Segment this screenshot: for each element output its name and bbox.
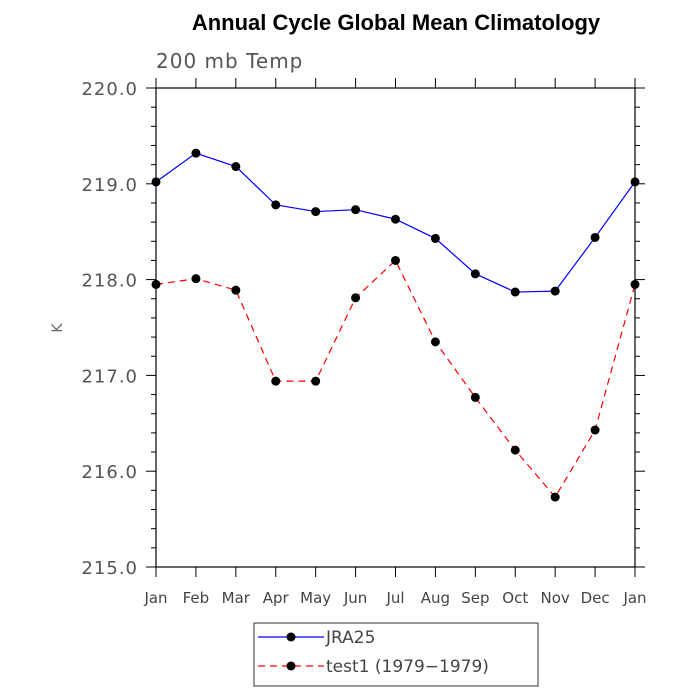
data-point-series-1: [231, 285, 241, 295]
legend-box: [253, 622, 539, 687]
data-point-series-1: [430, 337, 440, 347]
x-tick-label: Apr: [263, 589, 290, 607]
legend-label-jra25: JRA25: [325, 628, 375, 648]
data-point-series-1: [550, 492, 560, 502]
x-tick-label: Feb: [183, 589, 210, 607]
series-line-1: [155, 259, 636, 499]
data-point-series-1: [311, 376, 321, 386]
data-point-series-0: [391, 214, 400, 224]
data-point-series-1: [271, 376, 281, 386]
data-point-series-0: [311, 207, 321, 217]
data-point-series-0: [351, 205, 361, 215]
y-tick-label: 216.0: [81, 462, 138, 483]
data-point-series-1: [590, 425, 600, 435]
data-point-series-0: [271, 200, 281, 210]
x-tick-label: Jul: [385, 589, 404, 607]
x-tick-label: Jun: [343, 589, 367, 607]
x-tick-label: Dec: [581, 589, 610, 607]
x-tick-label: Nov: [541, 589, 570, 607]
chart-subtitle: 200 mb Temp: [156, 49, 303, 73]
y-axis-ticks: 215.0 216.0 217.0 218.0 219.0 220.0: [81, 79, 645, 579]
data-point-series-0: [550, 286, 560, 296]
legend-marker-jra25: [286, 632, 296, 642]
x-tick-label: Sep: [461, 589, 489, 607]
data-point-series-0: [510, 287, 520, 297]
data-point-series-1: [351, 293, 361, 303]
data-point-series-0: [151, 177, 161, 187]
plot-frame: [155, 87, 636, 568]
legend-marker-test1: [286, 661, 296, 671]
data-point-series-0: [191, 148, 201, 158]
y-axis-label: K: [50, 323, 66, 333]
plot-border: [155, 87, 636, 568]
y-tick-label: 217.0: [81, 366, 138, 387]
legend-label-test1: test1 (1979−1979): [326, 657, 489, 677]
x-tick-label: Mar: [222, 589, 251, 607]
data-point-series-1: [191, 274, 201, 284]
series-layer: [151, 148, 640, 502]
legend: JRA25 test1 (1979−1979): [253, 622, 539, 687]
x-axis-ticks: Jan Feb Mar Apr May Jun Jul Aug Sep Oct Nov Dec Jan: [143, 78, 647, 607]
data-point-series-1: [391, 255, 400, 265]
x-tick-label: Jan: [143, 589, 167, 607]
y-tick-label: 219.0: [81, 175, 138, 196]
y-tick-label: 220.0: [81, 79, 138, 100]
y-tick-label: 218.0: [81, 271, 138, 292]
data-point-series-0: [470, 269, 480, 279]
x-tick-label: Jan: [622, 589, 646, 607]
x-tick-label: May: [300, 589, 331, 607]
data-point-series-1: [151, 279, 161, 289]
data-point-series-1: [470, 392, 480, 402]
data-point-series-0: [430, 233, 440, 243]
y-tick-label: 215.0: [81, 558, 138, 579]
data-point-series-0: [630, 177, 640, 187]
data-point-series-0: [231, 162, 241, 172]
data-point-series-0: [590, 232, 600, 242]
chart-title: Annual Cycle Global Mean Climatology: [192, 10, 601, 35]
x-tick-label: Oct: [502, 589, 528, 607]
data-point-series-1: [510, 445, 520, 455]
x-tick-label: Aug: [421, 589, 450, 607]
data-point-series-1: [630, 279, 640, 289]
